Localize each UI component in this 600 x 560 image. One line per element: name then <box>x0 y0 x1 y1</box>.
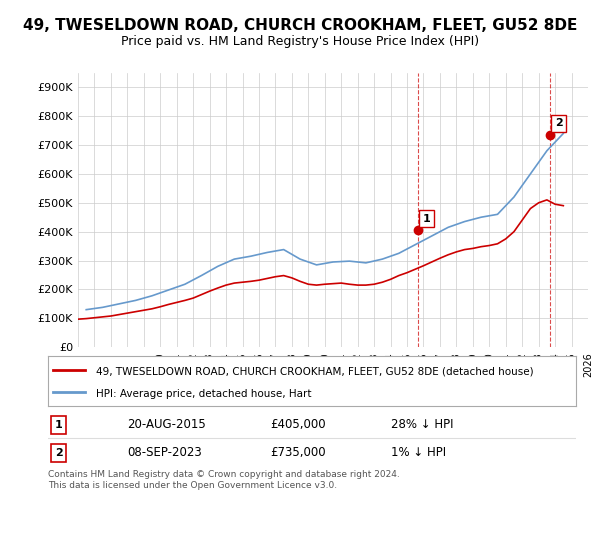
Text: 2: 2 <box>555 118 563 128</box>
Text: HPI: Average price, detached house, Hart: HPI: Average price, detached house, Hart <box>95 389 311 399</box>
Text: Contains HM Land Registry data © Crown copyright and database right 2024.
This d: Contains HM Land Registry data © Crown c… <box>48 470 400 490</box>
Text: Price paid vs. HM Land Registry's House Price Index (HPI): Price paid vs. HM Land Registry's House … <box>121 35 479 49</box>
Text: 08-SEP-2023: 08-SEP-2023 <box>127 446 202 459</box>
Text: £405,000: £405,000 <box>270 418 325 431</box>
Text: 1: 1 <box>422 213 430 223</box>
Text: 28% ↓ HPI: 28% ↓ HPI <box>391 418 454 431</box>
Text: 1: 1 <box>55 419 62 430</box>
Text: 49, TWESELDOWN ROAD, CHURCH CROOKHAM, FLEET, GU52 8DE (detached house): 49, TWESELDOWN ROAD, CHURCH CROOKHAM, FL… <box>95 367 533 377</box>
Text: 1% ↓ HPI: 1% ↓ HPI <box>391 446 446 459</box>
Text: 49, TWESELDOWN ROAD, CHURCH CROOKHAM, FLEET, GU52 8DE: 49, TWESELDOWN ROAD, CHURCH CROOKHAM, FL… <box>23 18 577 32</box>
Text: 2: 2 <box>55 448 62 458</box>
Text: 20-AUG-2015: 20-AUG-2015 <box>127 418 206 431</box>
Text: £735,000: £735,000 <box>270 446 325 459</box>
